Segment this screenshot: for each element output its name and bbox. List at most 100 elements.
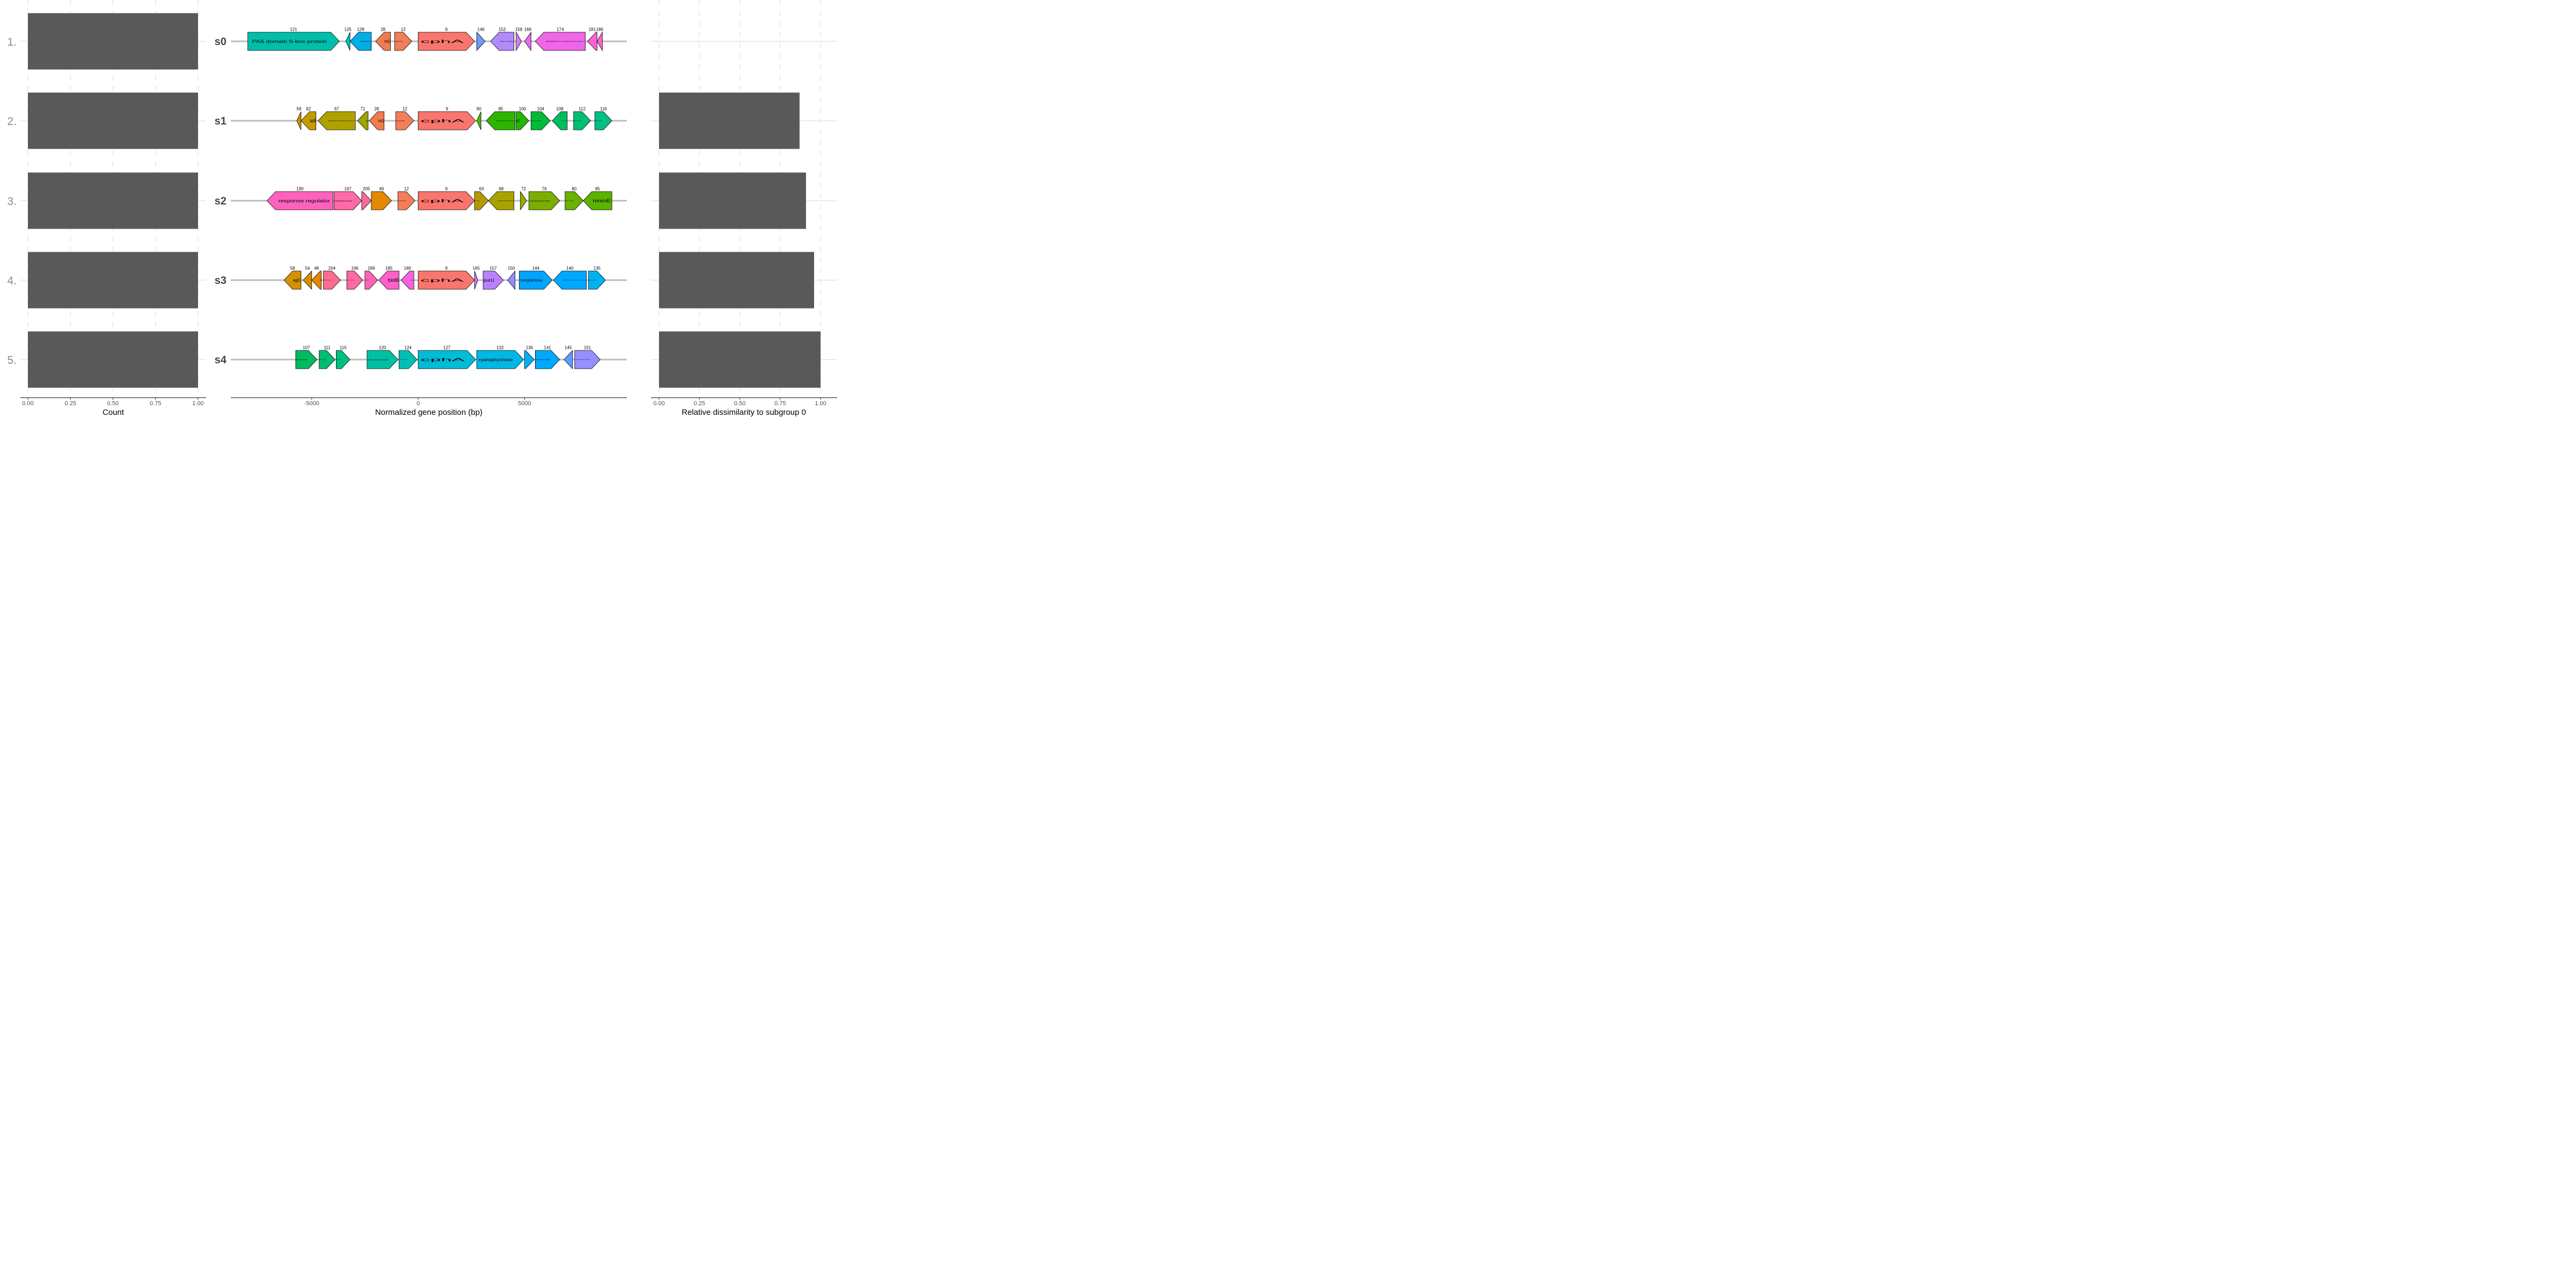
left-x-tick-label: 0.00 — [22, 400, 33, 407]
gene-arrow — [552, 111, 568, 130]
gene-arrow — [476, 350, 524, 369]
gene-number: 165 — [473, 266, 480, 271]
gene-arrow — [418, 270, 475, 290]
gene-label: mnmE — [593, 198, 611, 203]
left-x-axis-title: Count — [103, 408, 125, 417]
gene-arrow — [486, 111, 516, 130]
gene-label: NAD(P)/FAD-dependent oxidoreductase — [335, 199, 352, 202]
gene-arrow — [369, 111, 385, 130]
gene-label: precorrin-8X methylmutase — [475, 200, 480, 202]
gene-arrow — [529, 191, 560, 210]
left-x-tick-label: 0.25 — [65, 400, 76, 407]
gene-number: 144 — [532, 266, 540, 271]
segment-label: s3 — [215, 275, 226, 287]
segment-s4: s4 107 hypothetical protein 111 aldo/keto re… — [215, 346, 627, 370]
gene-arrow — [418, 111, 476, 130]
gene-label: conserved protein — [561, 120, 567, 122]
gene-number: 115 — [340, 346, 347, 350]
gene-number: 112 — [579, 107, 586, 112]
gene-number: 85 — [595, 187, 600, 192]
gene-label: cbiT — [516, 119, 520, 123]
gene-arrow — [553, 270, 587, 290]
gene-number: 12 — [404, 187, 409, 192]
gene-label: hypothetical protein — [320, 280, 322, 281]
gene-label: trmD — [384, 39, 390, 44]
gene-arrow — [531, 111, 551, 130]
gene-arrow — [303, 270, 312, 290]
gene-label: isoaspartyl dipeptidase family protein — [575, 359, 590, 361]
gene-arrow — [597, 31, 603, 52]
gene-arrow — [535, 32, 586, 51]
segment-s2: s2 190 response regulator 197 NAD(P)/FAD-dep… — [215, 187, 627, 211]
gene-number: 158 — [515, 27, 523, 32]
gene-arrow — [361, 191, 372, 210]
gene-label: cyanophycinase — [398, 200, 406, 202]
gene-number: 180 — [404, 266, 412, 271]
gene-arrow — [364, 270, 378, 290]
right-x-axis-title: Relative dissimilarity to subgroup 0 — [682, 408, 806, 417]
gene-number: 204 — [328, 266, 336, 271]
gene-label: transglutaminase — [521, 279, 543, 282]
gene-label: amino acid permease — [368, 358, 389, 361]
gene-number: 9 — [445, 187, 448, 192]
gene-number: 127 — [443, 346, 451, 350]
gene-number: 125 — [345, 27, 352, 32]
gene-number: 121 — [290, 27, 297, 32]
gene-number: 59 — [297, 107, 302, 112]
gene-arrow — [323, 270, 341, 290]
gene-arrow — [398, 191, 415, 210]
gene-arrow — [311, 270, 321, 290]
segment-label: s0 — [215, 36, 226, 48]
gene-number: 166 — [524, 27, 532, 32]
gene-label: cphA — [421, 357, 466, 362]
right-bar — [659, 172, 806, 229]
gene-label: ispF — [366, 119, 368, 122]
gene-arrow — [336, 350, 350, 369]
row-label: 4. — [7, 275, 17, 287]
gene-label: cphA — [421, 278, 465, 283]
gene-number: 12 — [402, 107, 407, 112]
gene-label: glycosyltransferase family protein — [498, 200, 514, 202]
gene-arrow — [283, 270, 302, 290]
gene-number: 140 — [566, 266, 574, 271]
gene-arrow — [378, 270, 399, 290]
gene-number: 108 — [556, 107, 564, 112]
right-x-tick-label: 0.75 — [774, 400, 786, 407]
gene-arrow — [588, 270, 606, 290]
gene-number: 157 — [489, 266, 497, 271]
gene-number: 152 — [499, 27, 506, 32]
gene-arrow — [595, 111, 612, 130]
gene-number: 68 — [499, 187, 503, 192]
gene-arrow — [535, 350, 560, 369]
gene-arrow — [524, 31, 531, 52]
right-x-tick-label: 0.25 — [694, 400, 705, 407]
gene-arrow — [375, 32, 391, 51]
gene-arrow — [418, 191, 475, 210]
gene-number: 189 — [368, 266, 375, 271]
right-bar — [659, 252, 814, 309]
gene-arrow — [516, 31, 522, 52]
gene-number: 100 — [519, 107, 526, 112]
gene-arrow — [396, 111, 414, 130]
figure: 1. 2. 3. 4. 5. 0.00 0.25 0.50 0.75 1.00 Count s0 12… — [7, 0, 837, 417]
gene-number: 72 — [521, 187, 526, 192]
gene-number: 9 — [445, 266, 448, 271]
gene-number: 54 — [305, 266, 310, 271]
gene-arrow — [418, 32, 475, 51]
gene-number: 151 — [584, 346, 591, 350]
segment-s1: s1 59 62 larB 67 ABC transporter substrate-bi… — [215, 107, 627, 130]
gene-arrow — [490, 32, 515, 51]
gene-number: 181 — [589, 27, 596, 32]
left-x-tick-label: 0.50 — [107, 400, 119, 407]
gene-arrow — [346, 270, 363, 290]
row-label: 3. — [7, 195, 17, 208]
gene-label: cphA — [421, 39, 465, 44]
gene-number: 185 — [385, 266, 393, 271]
gene-arrow — [394, 32, 412, 51]
gene-number: 136 — [526, 346, 533, 350]
gene-label: M14 family metallopeptidase — [536, 358, 551, 361]
gene-number: 145 — [565, 346, 572, 350]
gene-number: 111 — [324, 346, 331, 350]
gene-label: aldo/keto reductase — [319, 359, 326, 361]
gene-label: PAS domain S-box protein — [252, 39, 326, 44]
